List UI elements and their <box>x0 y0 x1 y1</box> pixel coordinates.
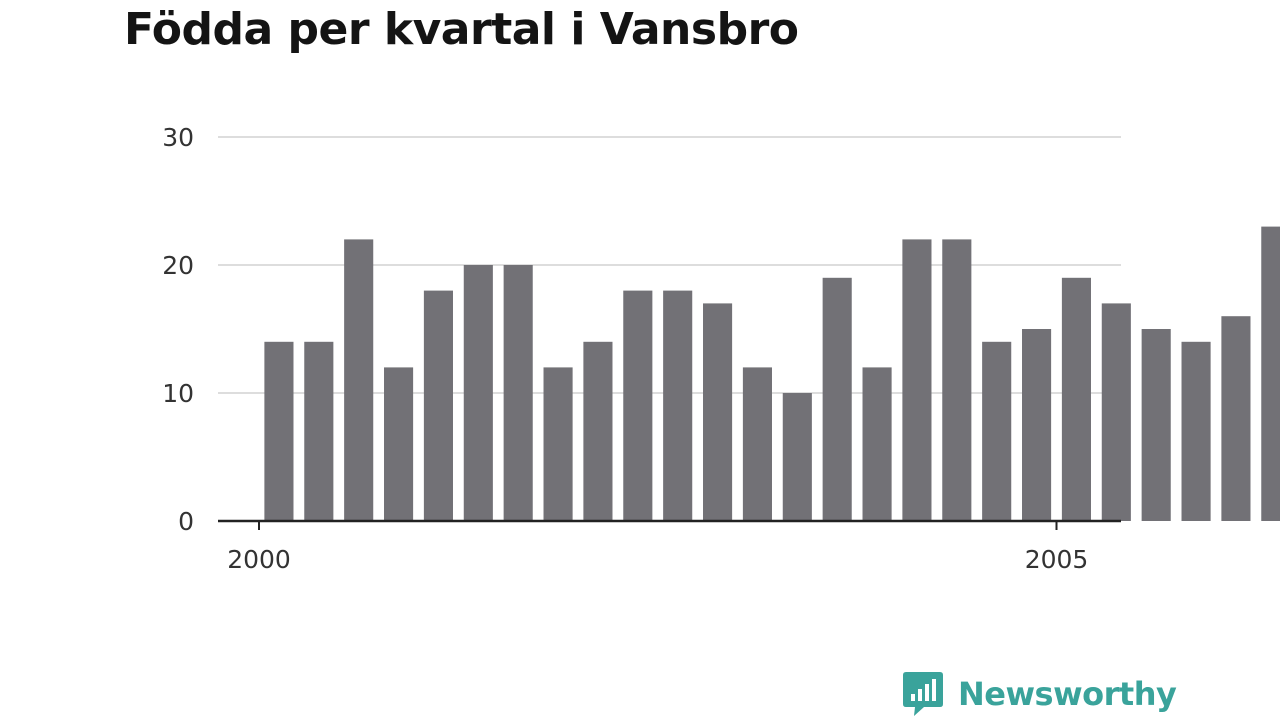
bar <box>982 341 1012 521</box>
axes <box>218 519 1121 530</box>
bar <box>583 341 613 521</box>
bar <box>463 265 493 521</box>
bar <box>1101 303 1131 521</box>
y-tick-label: 0 <box>178 507 194 536</box>
bar <box>902 239 932 521</box>
bar <box>1221 316 1251 521</box>
y-tick-label: 30 <box>162 123 194 152</box>
bar-chart: 010203017200020052010201520202025 <box>162 123 1280 574</box>
newsworthy-logo-icon <box>903 672 943 716</box>
bar <box>1261 226 1280 521</box>
bar <box>703 303 733 521</box>
bar <box>344 239 374 521</box>
bar <box>623 290 653 521</box>
bar <box>304 341 334 521</box>
x-tick-label: 2000 <box>227 545 291 574</box>
bar <box>503 265 533 521</box>
bar <box>1022 329 1052 521</box>
bar <box>423 290 453 521</box>
bar <box>822 277 852 521</box>
newsworthy-logo: Newsworthy <box>902 670 1177 718</box>
bar <box>663 290 693 521</box>
bar <box>264 341 294 521</box>
y-tick-label: 20 <box>162 251 194 280</box>
chart-title: Födda per kvartal i Vansbro <box>124 4 799 55</box>
brand-name: Newsworthy <box>958 675 1177 713</box>
x-tick-label: 2005 <box>1025 545 1089 574</box>
bar <box>1141 329 1171 521</box>
bars <box>264 226 1280 521</box>
bar <box>742 367 772 521</box>
bar <box>384 367 414 521</box>
bar <box>1181 341 1211 521</box>
bar <box>782 393 812 521</box>
bar <box>942 239 972 521</box>
labels: 010203017200020052010201520202025 <box>162 123 1089 574</box>
bar <box>1061 277 1091 521</box>
bar <box>862 367 892 521</box>
y-tick-label: 10 <box>162 379 194 408</box>
bar <box>543 367 573 521</box>
